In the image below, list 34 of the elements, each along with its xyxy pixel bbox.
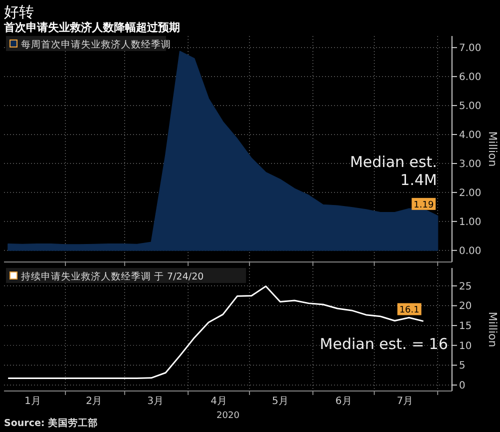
y-tick-label: 10 [459,340,472,352]
y-tick-label: 15 [459,321,472,332]
x-tick-label: 4月 [210,396,227,407]
x-axis-title: 2020 [216,411,240,421]
chart-title: 好转 [4,3,34,21]
y-tick-label: 2.00 [459,188,482,199]
x-tick-label: 1月 [24,396,41,407]
y-tick-label: 0 [459,380,466,392]
y-tick-label: 6.00 [459,72,482,84]
data-label: 1.19 [414,200,434,210]
y-tick-label: 3.00 [459,158,482,170]
x-tick-label: 2月 [86,396,102,407]
x-tick-label: 5月 [272,396,288,407]
chart-subtitle: 首次申请失业救济人数降幅超过预期 [3,21,180,34]
x-tick-label: 7月 [396,396,414,407]
y-tick-label: 1.00 [459,216,482,228]
y-axis-title: Million [486,131,499,167]
annotation: Median est. = 16 [318,335,448,354]
y-tick-label: 7.00 [459,43,482,54]
y-tick-label: 5.00 [459,101,482,112]
y-tick-label: 0.00 [459,246,482,257]
line-series [7,286,424,380]
x-tick-label: 3月 [147,396,164,407]
source-note: Source: 美国劳工部 [4,417,98,429]
data-label: 16.1 [399,306,420,316]
legend-label: 每周首次申请失业救济人数经季调 [21,38,171,50]
y-tick-label: 4.00 [459,130,482,142]
x-tick-label: 6月 [335,396,352,407]
y-tick-label: 20 [459,301,472,312]
y-axis-title: Million [486,312,499,348]
legend-label: 持续申请失业救济人数经季调 于 7/24/20 [21,270,204,282]
y-tick-label: 5 [459,360,466,372]
y-tick-label: 25 [459,281,472,292]
annotation: Median est. 1.4M [348,153,437,190]
